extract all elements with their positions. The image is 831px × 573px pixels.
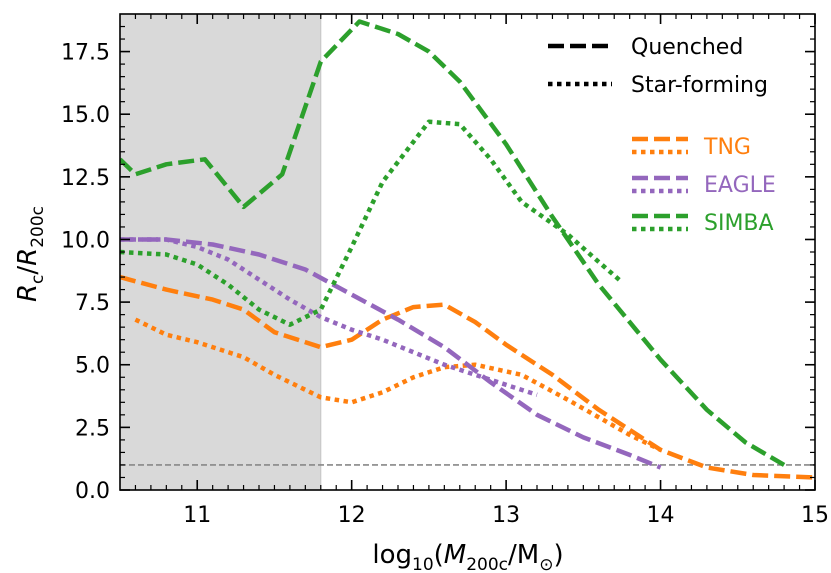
series-tng-quenched <box>120 274 815 480</box>
y-tick-label: 5.0 <box>75 354 110 379</box>
legend-label-star-forming: Star-forming <box>631 73 768 98</box>
y-tick-label: 2.5 <box>75 416 110 441</box>
legend-label-simba: SIMBA <box>704 211 774 236</box>
series-tng-star-forming <box>134 317 662 452</box>
y-tick-label: 12.5 <box>61 166 110 191</box>
y-tick-label: 7.5 <box>75 291 110 316</box>
legend-label-quenched: Quenched <box>631 35 743 60</box>
y-tick-label: 0.0 <box>75 479 110 504</box>
series-eagle-quenched <box>120 237 662 470</box>
shaded-region <box>120 14 321 490</box>
y-tick-label: 10.0 <box>61 228 110 253</box>
x-axis-label: log10(M200c/M⊙) <box>372 540 563 573</box>
legend: Quenched Star-forming TNG EAGLE SIMBA <box>548 35 776 236</box>
x-tick-label: 15 <box>801 503 829 528</box>
legend-label-eagle: EAGLE <box>704 173 776 198</box>
y-axis-label: Rc/R200c <box>13 206 48 302</box>
x-tick-label: 13 <box>492 503 520 528</box>
x-tick-label: 11 <box>183 503 211 528</box>
legend-label-tng: TNG <box>703 135 751 160</box>
y-tick-label: 17.5 <box>61 41 110 66</box>
series-eagle-star-forming <box>120 237 538 397</box>
x-tick-label: 12 <box>338 503 366 528</box>
y-tick-label: 15.0 <box>61 103 110 128</box>
plot-area <box>120 14 815 490</box>
x-tick-label: 14 <box>647 503 675 528</box>
axes: 11 12 13 14 15 0.0 2.5 5.0 7.5 10.0 12.5 15.0 17.5 <box>61 13 829 528</box>
